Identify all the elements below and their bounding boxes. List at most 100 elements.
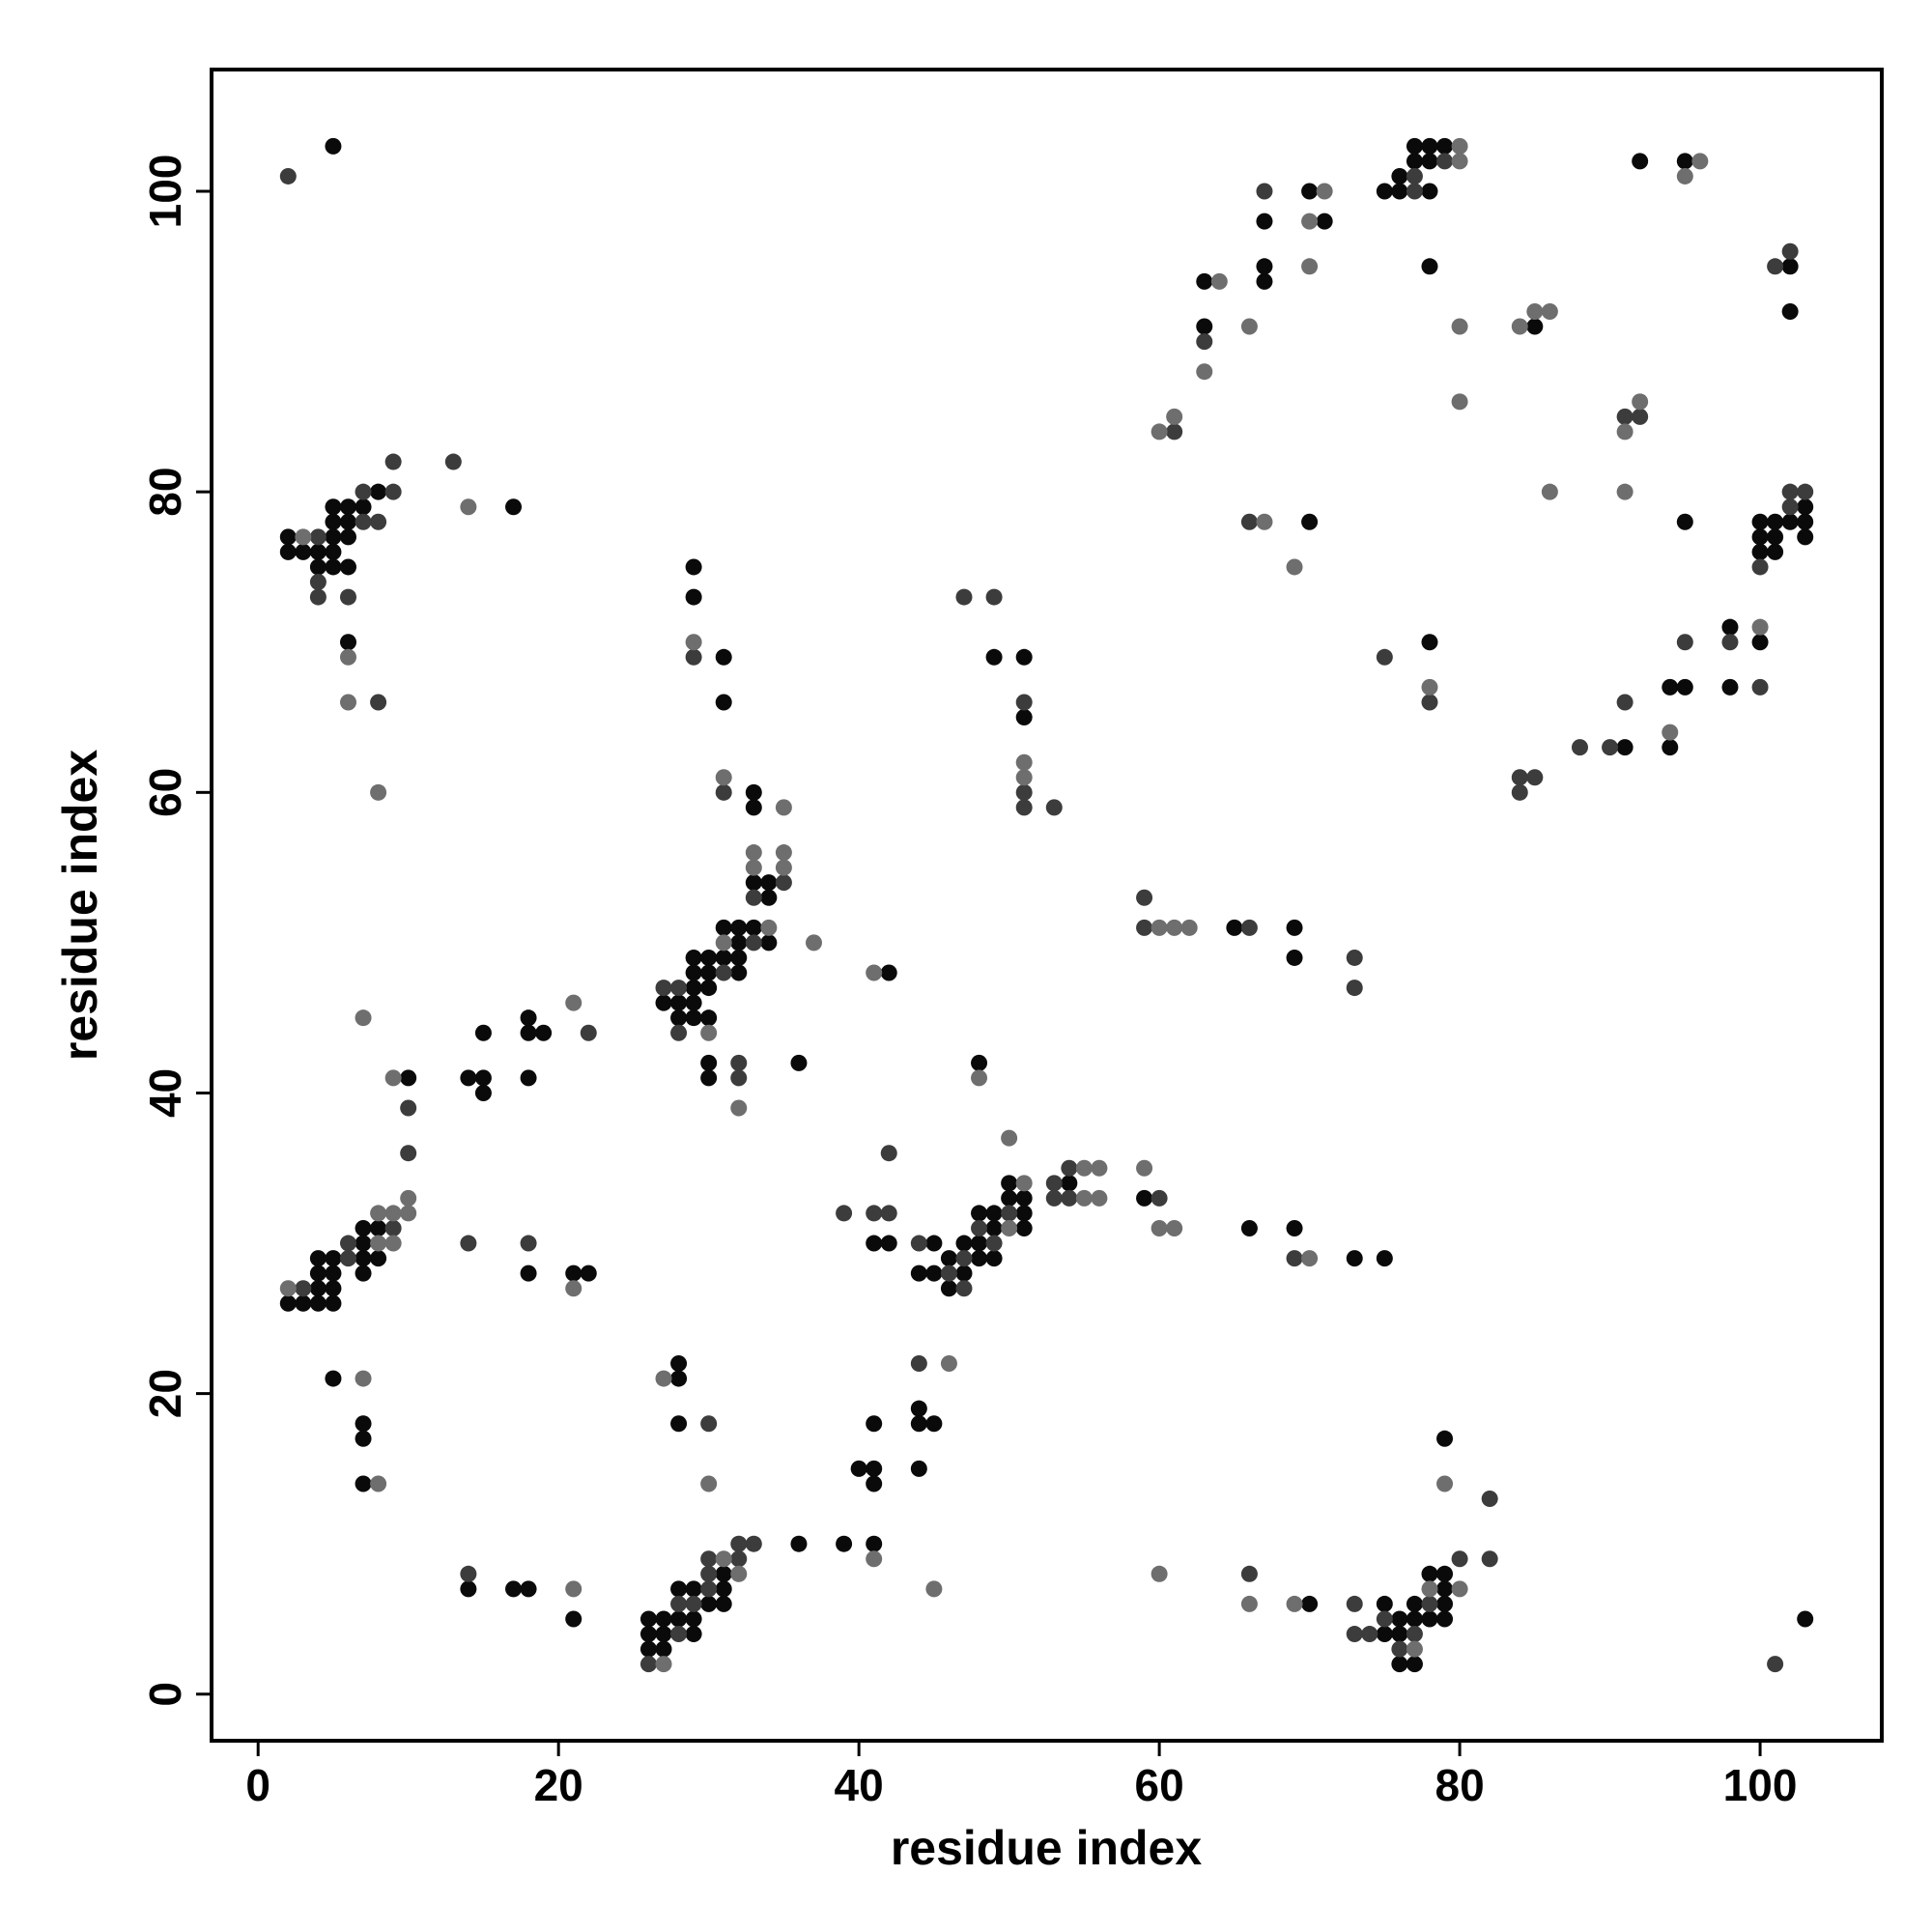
point xyxy=(655,1656,672,1673)
point xyxy=(370,1235,387,1252)
point xyxy=(1151,1565,1168,1582)
point xyxy=(880,964,897,981)
point xyxy=(730,934,748,952)
point xyxy=(1676,153,1693,170)
point xyxy=(700,1565,718,1582)
point xyxy=(971,1069,988,1087)
point xyxy=(1662,678,1679,696)
point xyxy=(1015,1205,1033,1222)
point xyxy=(1797,513,1814,530)
point xyxy=(1391,1640,1408,1658)
point xyxy=(745,783,762,801)
point xyxy=(325,528,342,546)
point xyxy=(910,1400,927,1417)
point xyxy=(700,1069,718,1087)
point xyxy=(1361,1626,1378,1643)
point xyxy=(670,1580,688,1598)
point xyxy=(1240,1565,1258,1582)
point xyxy=(325,1264,342,1282)
point xyxy=(985,648,1003,666)
point xyxy=(866,1235,883,1252)
point xyxy=(1721,678,1739,696)
point xyxy=(325,558,342,576)
point xyxy=(715,783,732,801)
point xyxy=(309,528,327,546)
point xyxy=(1136,889,1153,906)
point xyxy=(339,648,356,666)
point xyxy=(1045,1175,1063,1192)
point xyxy=(565,1280,582,1297)
point xyxy=(1421,694,1438,711)
point xyxy=(1421,258,1438,275)
point xyxy=(1602,739,1619,756)
point xyxy=(1376,183,1393,200)
point xyxy=(520,1069,537,1087)
point xyxy=(1616,423,1634,440)
point xyxy=(639,1626,657,1643)
point xyxy=(325,1370,342,1387)
point xyxy=(760,919,778,936)
point xyxy=(520,1580,537,1598)
point xyxy=(1180,919,1198,936)
point xyxy=(1751,634,1769,651)
point xyxy=(1721,618,1739,636)
point xyxy=(1196,333,1213,351)
point xyxy=(520,1009,537,1027)
point xyxy=(1091,1159,1108,1177)
point xyxy=(745,934,762,952)
y-tick-label: 40 xyxy=(140,1068,190,1118)
point xyxy=(309,1280,327,1297)
point xyxy=(805,934,822,952)
point xyxy=(339,558,356,576)
point xyxy=(670,1009,688,1027)
point xyxy=(1151,1219,1168,1236)
point xyxy=(685,558,702,576)
point xyxy=(715,648,732,666)
point xyxy=(505,1580,523,1598)
point xyxy=(1376,1250,1393,1267)
point xyxy=(1015,753,1033,771)
point xyxy=(565,1264,582,1282)
point xyxy=(790,1054,808,1071)
point xyxy=(1781,242,1799,260)
point xyxy=(325,137,342,155)
point xyxy=(1391,1656,1408,1673)
point xyxy=(1406,153,1423,170)
point xyxy=(1676,167,1693,185)
x-tick-label: 40 xyxy=(835,1760,884,1810)
point xyxy=(339,528,356,546)
point xyxy=(370,1250,387,1267)
point xyxy=(339,634,356,651)
point xyxy=(1136,1159,1153,1177)
point xyxy=(715,1565,732,1582)
point xyxy=(1421,183,1438,200)
point xyxy=(355,513,372,530)
point xyxy=(715,1550,732,1568)
point xyxy=(1406,1595,1423,1612)
point xyxy=(836,1205,853,1222)
point xyxy=(370,783,387,801)
point xyxy=(700,1415,718,1433)
point xyxy=(565,994,582,1011)
point xyxy=(355,1009,372,1027)
point xyxy=(700,1009,718,1027)
point xyxy=(700,1054,718,1071)
point xyxy=(1001,1219,1018,1236)
point xyxy=(775,859,792,876)
point xyxy=(1676,513,1693,530)
point xyxy=(384,1235,402,1252)
point xyxy=(1151,1189,1168,1207)
point xyxy=(384,1205,402,1222)
point xyxy=(639,1656,657,1673)
point xyxy=(971,1235,988,1252)
point xyxy=(279,1280,297,1297)
point xyxy=(1421,678,1438,696)
point xyxy=(670,1355,688,1373)
point xyxy=(384,483,402,500)
point xyxy=(339,513,356,530)
point xyxy=(355,1250,372,1267)
point xyxy=(1151,919,1168,936)
point xyxy=(940,1264,957,1282)
point xyxy=(1781,483,1799,500)
